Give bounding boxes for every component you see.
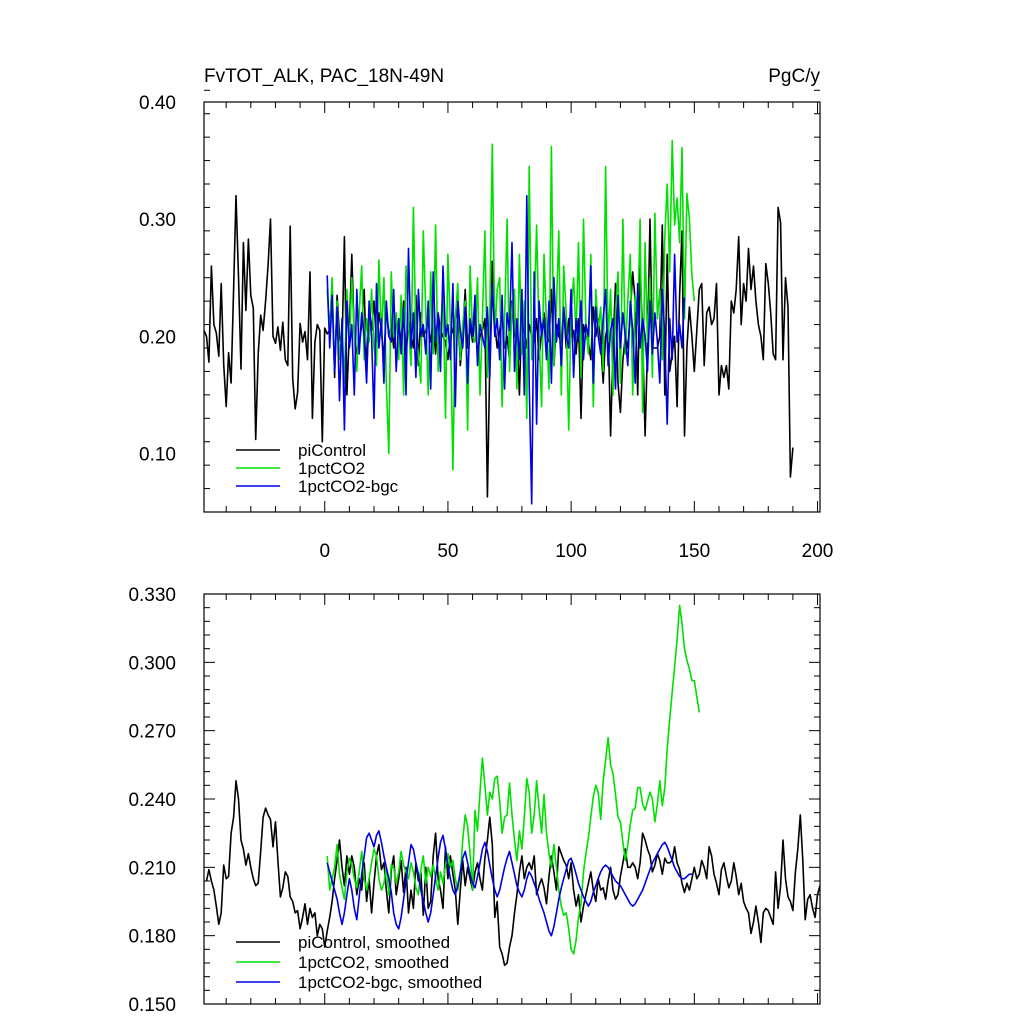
series-line-1pctco2-bgc [326,194,686,505]
legend-label: piControl [298,441,366,460]
y-tick-label: 0.330 [128,585,176,606]
y-tick-label: 0.180 [128,927,176,948]
y-tick-label: 0.20 [139,327,176,348]
y-tick-label: 0.10 [139,444,176,465]
plot-frame [203,593,821,1005]
units-label: PgC/y [768,66,820,87]
x-tick-label: 50 [437,541,458,562]
x-tick-label: 0 [319,541,330,562]
x-tick-label: 150 [678,541,710,562]
bottom-chart-panel: 0.150 0.180 0.210 0.240 0.270 0.300 0.330 piCon… [128,585,821,1016]
legend-label: 1pctCO2-bgc [298,477,399,496]
top-chart-panel: 0 50 100 150 2000.100.200.300.40piControl1pc… [139,89,834,562]
legend-label: 1pctCO2-bgc, smoothed [298,973,482,992]
y-tick-label: 0.210 [128,858,176,879]
legend-label: 1pctCO2, smoothed [298,953,449,972]
legend-label: 1pctCO2 [298,459,365,478]
plot-frame [203,101,821,513]
y-tick-label: 0.240 [128,790,176,811]
series-line-1pctco2-bgc-smoothed [326,830,692,937]
series-line-1pctco2 [326,139,696,471]
y-tick-label: 0.300 [128,653,176,674]
series-line-picontrol-smoothed [205,779,820,967]
y-tick-label: 0.30 [139,210,176,231]
series-line-1pctco2-smoothed [326,604,701,955]
x-tick-label: 200 [802,541,834,562]
y-tick-label: 0.270 [128,722,176,743]
chart-title: FvTOT_ALK, PAC_18N-49N [204,66,444,87]
x-tick-label: 100 [555,541,587,562]
y-tick-label: 0.150 [128,995,176,1016]
legend-label: piControl, smoothed [298,933,450,952]
y-tick-label: 0.40 [139,93,176,114]
